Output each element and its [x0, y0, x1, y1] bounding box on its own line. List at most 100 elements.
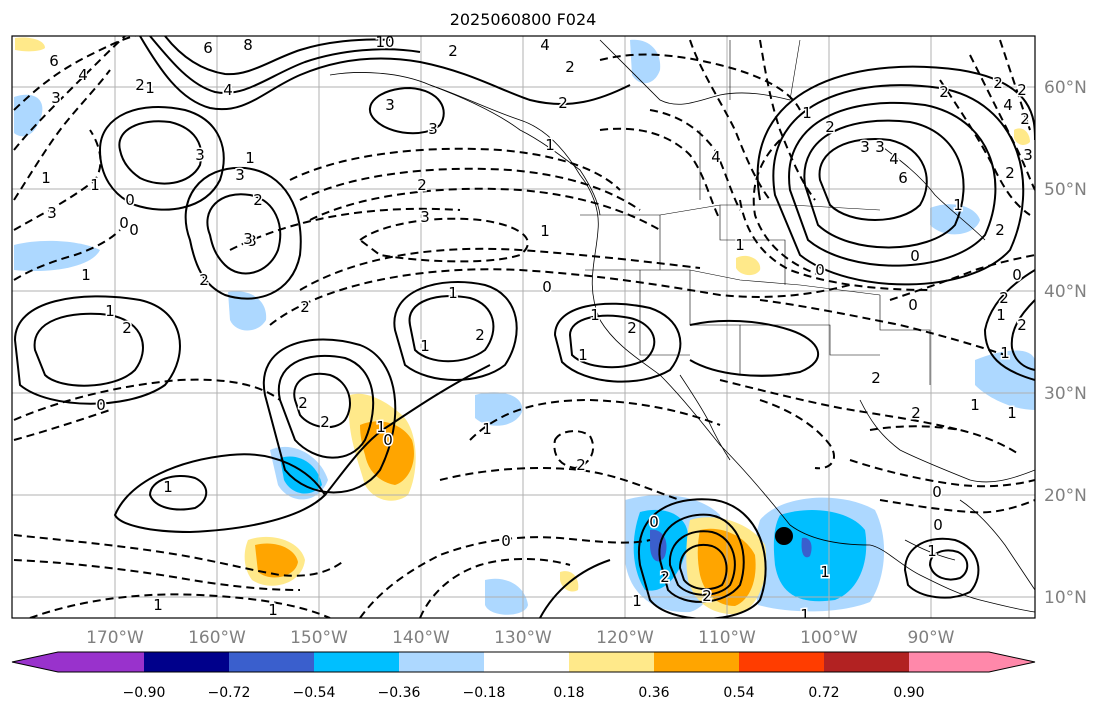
longitude-labels: 170°W 160°W 150°W 140°W 130°W 120°W 110°… — [86, 628, 955, 648]
colorbar-tick-label: −0.54 — [293, 685, 336, 701]
contour-label: 10 — [375, 33, 394, 51]
contour-label: 4 — [223, 81, 233, 99]
colorbar-tick-label: 0.18 — [553, 685, 584, 701]
colorbar-segment — [144, 652, 229, 672]
contour-label: 1 — [1007, 404, 1017, 422]
colorbar-tick-label: 0.90 — [893, 685, 924, 701]
contour-label: 0 — [908, 296, 918, 314]
contour-label: 1 — [163, 478, 173, 496]
contour-label: 2 — [253, 191, 263, 209]
contour-label: 0 — [125, 191, 135, 209]
contour-label: 0 — [119, 214, 129, 232]
contour-label: 3 — [428, 120, 438, 138]
contour-label: 2 — [135, 76, 145, 94]
contour-label: 1 — [153, 596, 163, 614]
contour-label: 3 — [51, 89, 61, 107]
contour-label: 2 — [995, 221, 1005, 239]
contour-label: 1 — [376, 418, 386, 436]
contour-label: 2 — [1017, 81, 1027, 99]
colorbar-segment — [989, 652, 1035, 672]
colorbar-segment — [314, 652, 399, 672]
contour-label: 2 — [702, 587, 712, 605]
contour-label: 1 — [953, 196, 963, 214]
lat-label: 60°N — [1044, 78, 1087, 98]
colorbar-tick-label: −0.90 — [123, 685, 166, 701]
contour-label: 1 — [820, 563, 830, 581]
colorbar-segment — [58, 652, 144, 672]
contour-label: 2 — [1005, 164, 1015, 182]
contour-label: 1 — [927, 542, 937, 560]
contour-label: 0 — [542, 278, 552, 296]
coastlines — [329, 39, 1035, 613]
contour-label: 1 — [145, 79, 155, 97]
contour-label: 1 — [482, 420, 492, 438]
colorbar-segment — [824, 652, 909, 672]
contour-label: 0 — [383, 431, 393, 449]
colorbar-tick-label: −0.36 — [378, 685, 421, 701]
colorbar-tick-label: 0.72 — [808, 685, 839, 701]
solid-contours — [13, 36, 1035, 618]
contour-label: 2 — [1017, 316, 1027, 334]
contour-label: 0 — [1012, 266, 1022, 284]
colorbar: −0.90 −0.72 −0.54 −0.36 −0.18 0.18 0.36 … — [11, 651, 1036, 701]
contour-label: 2 — [627, 319, 637, 337]
contour-label: 0 — [815, 261, 825, 279]
shading-layer — [14, 37, 1035, 615]
state-borders — [580, 39, 931, 385]
contour-label: 0 — [129, 221, 139, 239]
colorbar-segment — [909, 652, 989, 672]
lat-label: 50°N — [1044, 180, 1087, 200]
contour-label: 2 — [558, 94, 568, 112]
contour-label: 2 — [939, 83, 949, 101]
contour-label: 1 — [81, 266, 91, 284]
contour-label: 4 — [78, 66, 88, 84]
contour-label: 2 — [417, 176, 427, 194]
contour-label: 6 — [49, 52, 59, 70]
dashed-contours — [13, 36, 1035, 618]
colorbar-segment — [739, 652, 824, 672]
contour-label: 3 — [243, 230, 253, 248]
lat-label: 10°N — [1044, 588, 1087, 608]
contour-label: 2 — [122, 319, 132, 337]
colorbar-tick-label: 0.54 — [723, 685, 754, 701]
contour-label: 2 — [298, 394, 308, 412]
contour-label: 4 — [1003, 96, 1013, 114]
lon-label: 100°W — [800, 628, 858, 648]
lat-label: 40°N — [1044, 282, 1087, 302]
contour-label: 1 — [540, 222, 550, 240]
contour-label: 8 — [243, 36, 253, 54]
lon-label: 170°W — [86, 628, 144, 648]
contour-label: 0 — [910, 247, 920, 265]
colorbar-segment — [229, 652, 314, 672]
contour-label: 4 — [711, 148, 721, 166]
contour-label: 1 — [1000, 344, 1010, 362]
lon-label: 120°W — [596, 628, 654, 648]
contour-label: 0 — [96, 396, 106, 414]
contour-label: 1 — [268, 601, 278, 619]
contour-label: 2 — [911, 404, 921, 422]
contour-label: 1 — [735, 236, 745, 254]
contour-label: 1 — [41, 169, 51, 187]
contour-label: 2 — [1020, 110, 1030, 128]
map-panel: 6 8 4 10 4 6 4 3 3 2 2 3 2 1 1 1 3 0 0 3 — [11, 33, 1036, 624]
contour-label: 3 — [385, 96, 395, 114]
contour-label: 0 — [649, 513, 659, 531]
colorbar-segment — [12, 652, 58, 672]
colorbar-tick-label: −0.18 — [463, 685, 506, 701]
contour-label: 4 — [540, 36, 550, 54]
lon-label: 160°W — [188, 628, 246, 648]
contour-label: 1 — [578, 346, 588, 364]
contour-label: 0 — [501, 532, 511, 550]
contour-label: 2 — [871, 369, 881, 387]
contour-label: 1 — [105, 302, 115, 320]
contour-label: 2 — [576, 456, 586, 474]
contour-label: 1 — [245, 149, 255, 167]
lon-label: 90°W — [908, 628, 955, 648]
lon-label: 130°W — [494, 628, 552, 648]
contour-label: 1 — [545, 136, 555, 154]
contour-label: 2 — [448, 42, 458, 60]
lon-label: 140°W — [392, 628, 450, 648]
contour-label: 4 — [889, 150, 899, 168]
contour-label: 1 — [800, 606, 810, 624]
